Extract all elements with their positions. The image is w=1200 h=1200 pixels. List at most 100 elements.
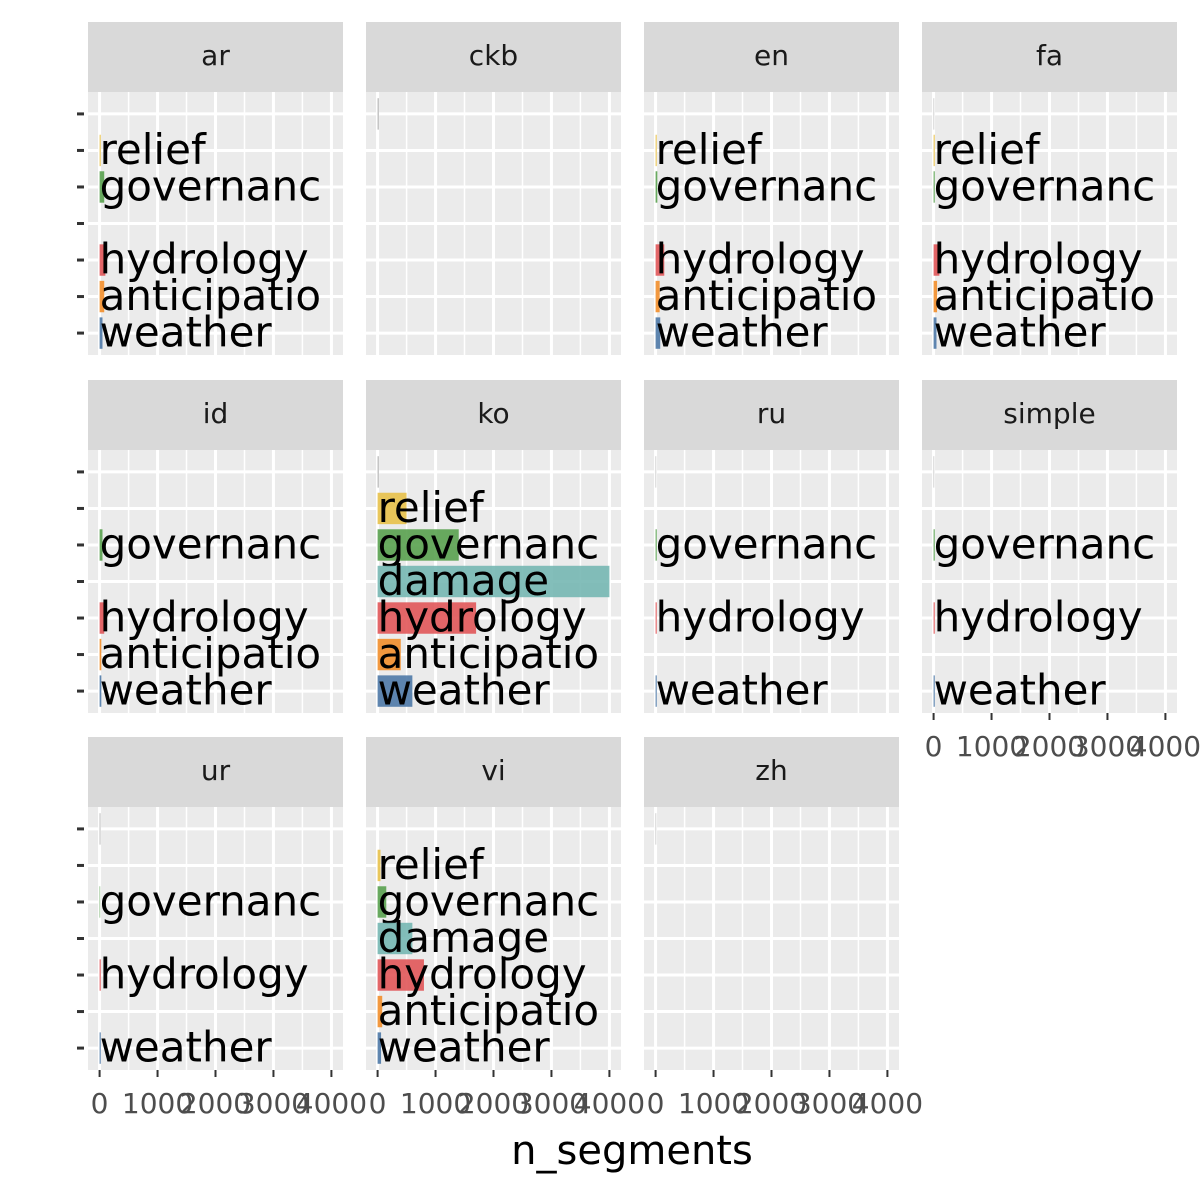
bar-label: hydrology bbox=[378, 593, 587, 642]
panel-content: governanc hydrology weather bbox=[922, 450, 1177, 715]
bar bbox=[377, 675, 413, 707]
bar bbox=[377, 995, 383, 1028]
x-tick-label: 4000 bbox=[574, 1087, 645, 1120]
x-tick-label: 0 bbox=[369, 1087, 387, 1120]
bar bbox=[655, 171, 658, 203]
strip-label: ar bbox=[201, 39, 230, 72]
bar-label: weather bbox=[100, 666, 273, 715]
bar-label: relief bbox=[378, 483, 485, 532]
strip bbox=[88, 22, 343, 92]
bar-label: damage bbox=[378, 556, 550, 605]
bar-label: weather bbox=[378, 666, 551, 715]
bar-label: weather bbox=[934, 308, 1107, 357]
bar bbox=[99, 244, 106, 276]
bar-label: relief bbox=[656, 125, 763, 174]
bar bbox=[655, 813, 657, 845]
strip bbox=[922, 22, 1177, 92]
x-tick-label: 1000 bbox=[122, 1087, 193, 1120]
strip-label: zh bbox=[755, 754, 787, 787]
bar bbox=[99, 813, 101, 845]
bar bbox=[655, 280, 660, 313]
bar bbox=[933, 675, 935, 707]
bar bbox=[377, 959, 424, 991]
bar-label: governanc bbox=[934, 161, 1156, 210]
bar bbox=[99, 171, 105, 203]
bar bbox=[933, 244, 940, 276]
bar-label: governanc bbox=[378, 519, 600, 568]
bar-label: governanc bbox=[378, 876, 600, 925]
bar-label: relief bbox=[378, 840, 485, 889]
x-tick-label: 2000 bbox=[1014, 730, 1085, 763]
x-tick-label: 4000 bbox=[1130, 730, 1200, 763]
bar bbox=[99, 317, 103, 349]
bar-label: anticipatio bbox=[656, 271, 877, 320]
bar bbox=[99, 280, 105, 313]
x-axis-title: n_segments bbox=[511, 1128, 753, 1174]
x-tick-label: 3000 bbox=[794, 1087, 865, 1120]
x-tick-label: 0 bbox=[91, 1087, 109, 1120]
panel-content: governanc hydrology weather bbox=[644, 450, 899, 715]
strip-label: ckb bbox=[469, 39, 518, 72]
strip-label: ru bbox=[757, 397, 786, 430]
bar-label: hydrology bbox=[100, 950, 309, 999]
bar-label: hydrology bbox=[378, 950, 587, 999]
bar-label: anticipatio bbox=[378, 629, 599, 678]
bar bbox=[377, 456, 379, 488]
bar bbox=[377, 565, 610, 598]
panel-content bbox=[366, 92, 621, 355]
bar-label: anticipatio bbox=[100, 629, 321, 678]
bar-label: relief bbox=[100, 125, 207, 174]
strip-label: ko bbox=[477, 397, 509, 430]
panel-content: reliefgovernancdamagehydrologyanticipati… bbox=[366, 807, 621, 1072]
x-tick-label: 1000 bbox=[400, 1087, 471, 1120]
bar bbox=[933, 602, 935, 634]
strip bbox=[644, 380, 899, 450]
bar bbox=[377, 492, 407, 525]
bar-label: governanc bbox=[656, 519, 878, 568]
strip-label: vi bbox=[481, 754, 505, 787]
bar bbox=[99, 134, 101, 167]
panel-content: reliefgovernancdamagehydrologyanticipati… bbox=[366, 450, 621, 715]
bar bbox=[377, 602, 477, 634]
bar-label: weather bbox=[656, 666, 829, 715]
bar-label: governanc bbox=[934, 519, 1156, 568]
bar-label: weather bbox=[656, 308, 829, 357]
x-tick-label: 4000 bbox=[852, 1087, 923, 1120]
x-tick-label: 1000 bbox=[678, 1087, 749, 1120]
bar-label: relief bbox=[934, 125, 1041, 174]
bar-label: weather bbox=[100, 308, 273, 357]
x-tick-label: 3000 bbox=[238, 1087, 309, 1120]
bar-label: anticipatio bbox=[100, 271, 321, 320]
bar bbox=[99, 638, 102, 671]
panel-content bbox=[644, 807, 899, 1070]
x-tick-label: 2000 bbox=[180, 1087, 251, 1120]
bar bbox=[933, 134, 935, 167]
bar bbox=[99, 959, 101, 991]
bar bbox=[933, 456, 935, 488]
strip bbox=[366, 22, 621, 92]
bar bbox=[655, 529, 657, 561]
x-tick-label: 0 bbox=[647, 1087, 665, 1120]
bar-label: weather bbox=[378, 1023, 551, 1072]
bar-label: hydrology bbox=[656, 593, 865, 642]
strip-label: fa bbox=[1036, 39, 1063, 72]
bar bbox=[99, 1032, 101, 1064]
bar bbox=[377, 922, 413, 955]
bar-label: weather bbox=[934, 666, 1107, 715]
bar bbox=[99, 602, 105, 634]
bar bbox=[655, 602, 657, 634]
x-tick-label: 3000 bbox=[1072, 730, 1143, 763]
x-tick-label: 3000 bbox=[516, 1087, 587, 1120]
x-tick-label: 4000 bbox=[296, 1087, 367, 1120]
bar-label: governanc bbox=[100, 519, 322, 568]
bar-label: governanc bbox=[100, 161, 322, 210]
strip bbox=[366, 380, 621, 450]
bar bbox=[933, 280, 938, 313]
strip-label: simple bbox=[1003, 397, 1095, 430]
x-tick-label: 0 bbox=[925, 730, 943, 763]
